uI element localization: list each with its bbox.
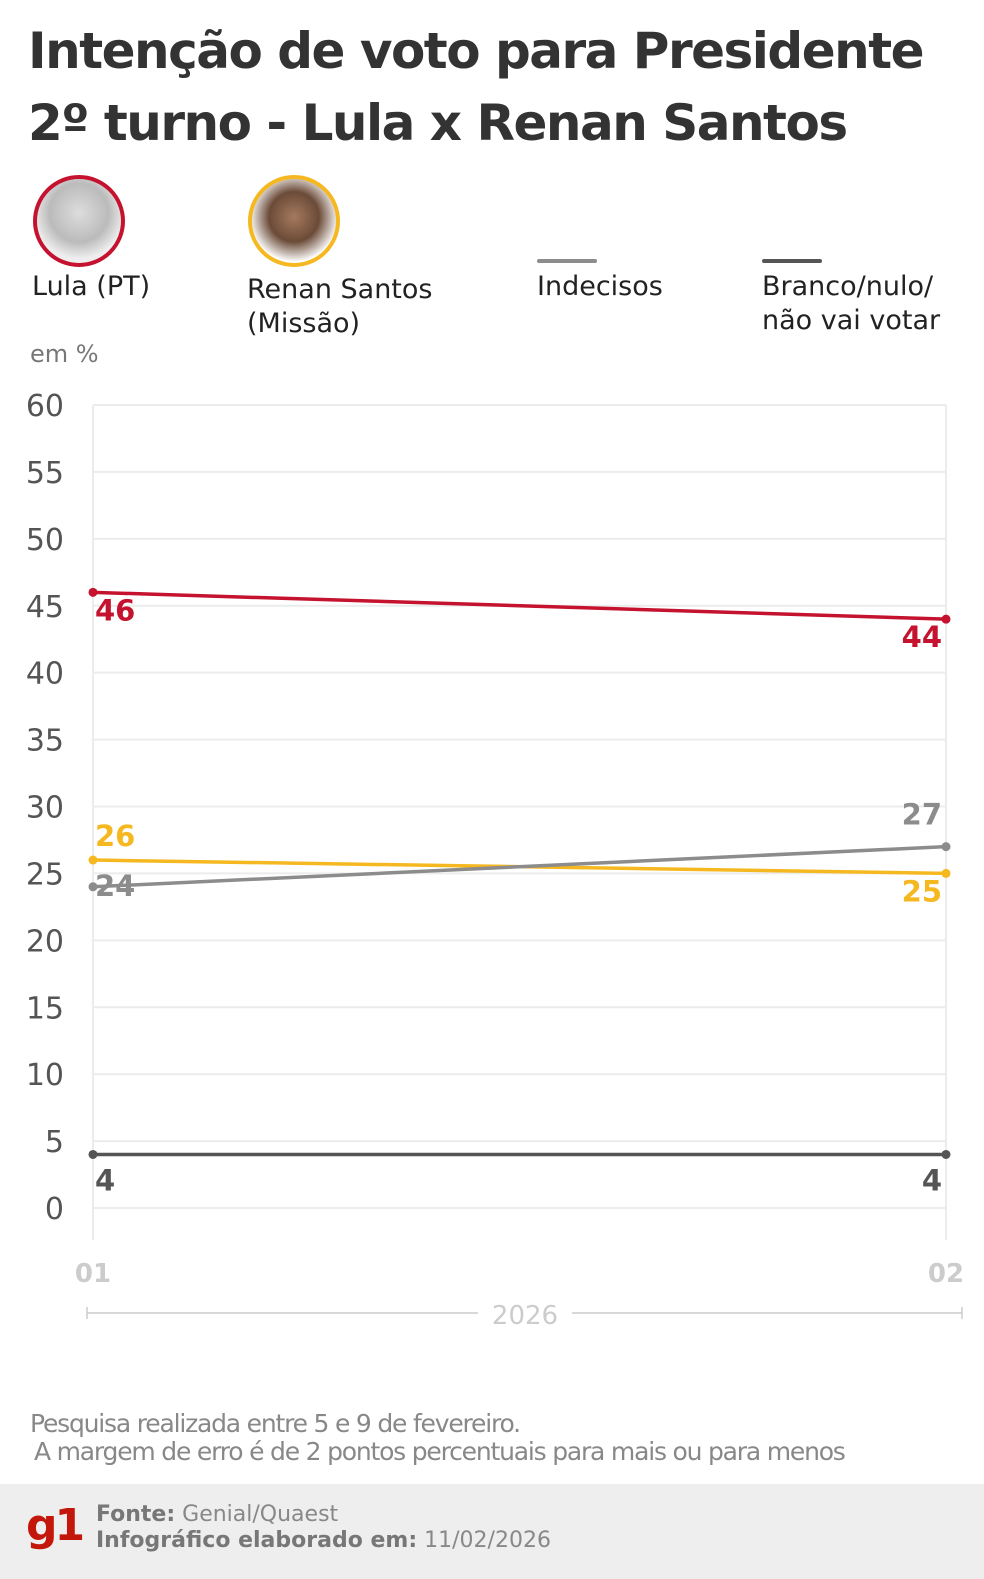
lula-photo bbox=[33, 175, 125, 267]
chart-title: Intenção de voto para Presidente bbox=[28, 22, 925, 80]
legend-branco-swatch bbox=[762, 259, 822, 263]
legend-indecisos: Indecisos bbox=[537, 271, 663, 302]
legend-indecisos-swatch bbox=[537, 259, 597, 263]
unit-label: em % bbox=[30, 340, 99, 368]
source: Fonte: Genial/Quaest bbox=[96, 1502, 338, 1527]
footer bbox=[0, 1484, 984, 1579]
legend-renan: Renan Santos (Missão) bbox=[247, 273, 432, 341]
data-point bbox=[941, 1149, 951, 1159]
data-point bbox=[941, 868, 951, 878]
legend-renan-name: Renan Santos bbox=[247, 274, 433, 305]
chart-subtitle: 2º turno - Lula x Renan Santos bbox=[28, 94, 848, 152]
y-tick-label: 10 bbox=[26, 1058, 64, 1093]
y-tick-label: 45 bbox=[26, 590, 64, 625]
x-axis-label: 2026 bbox=[492, 1301, 558, 1331]
y-tick-label: 20 bbox=[26, 924, 64, 959]
note-line-2: A margem de erro é de 2 pontos percentua… bbox=[34, 1437, 846, 1466]
legend-renan-party: (Missão) bbox=[247, 308, 361, 339]
x-tick-label: 02 bbox=[928, 1259, 964, 1289]
x-tick-label: 01 bbox=[75, 1259, 111, 1289]
y-tick-label: 50 bbox=[26, 523, 64, 558]
data-point bbox=[88, 855, 98, 865]
legend-lula: Lula (PT) bbox=[32, 271, 151, 302]
data-label: 25 bbox=[902, 874, 942, 908]
data-point bbox=[941, 842, 951, 852]
legend-branco-line2: não vai votar bbox=[762, 305, 941, 336]
y-tick-label: 25 bbox=[26, 857, 64, 892]
legend-branco-line1: Branco/nulo/ bbox=[762, 271, 934, 302]
y-tick-label: 40 bbox=[26, 657, 64, 692]
data-point bbox=[88, 1149, 98, 1159]
legend-branco: Branco/nulo/não vai votar bbox=[762, 270, 940, 338]
y-tick-label: 0 bbox=[45, 1192, 64, 1227]
y-tick-label: 55 bbox=[26, 456, 64, 491]
data-point bbox=[941, 614, 951, 624]
series-line bbox=[92, 844, 947, 889]
y-tick-label: 60 bbox=[26, 389, 64, 424]
data-label: 44 bbox=[902, 620, 942, 654]
data-label: 4 bbox=[922, 1163, 942, 1197]
survey-note: Pesquisa realizada entre 5 e 9 de fevere… bbox=[30, 1409, 846, 1466]
y-tick-label: 5 bbox=[45, 1125, 64, 1160]
data-point bbox=[88, 882, 98, 892]
y-tick-label: 30 bbox=[26, 791, 64, 826]
date-label: Infográfico elaborado em: bbox=[96, 1528, 418, 1553]
data-label: 27 bbox=[902, 798, 942, 832]
data-label: 24 bbox=[95, 869, 135, 903]
data-point bbox=[88, 587, 98, 597]
data-label: 46 bbox=[95, 593, 135, 627]
g1-logo: g1 bbox=[26, 1500, 85, 1551]
y-tick-label: 15 bbox=[26, 991, 64, 1026]
renan-photo bbox=[248, 175, 340, 267]
data-label: 26 bbox=[95, 819, 135, 853]
series-line bbox=[92, 590, 947, 621]
source-label: Fonte: bbox=[96, 1502, 176, 1527]
y-tick-label: 35 bbox=[26, 724, 64, 759]
source-value: Genial/Quaest bbox=[182, 1502, 339, 1527]
note-line-1: Pesquisa realizada entre 5 e 9 de fevere… bbox=[30, 1409, 521, 1438]
data-label: 4 bbox=[95, 1163, 115, 1197]
date-value: 11/02/2026 bbox=[424, 1528, 551, 1553]
date: Infográfico elaborado em: 11/02/2026 bbox=[96, 1528, 551, 1553]
